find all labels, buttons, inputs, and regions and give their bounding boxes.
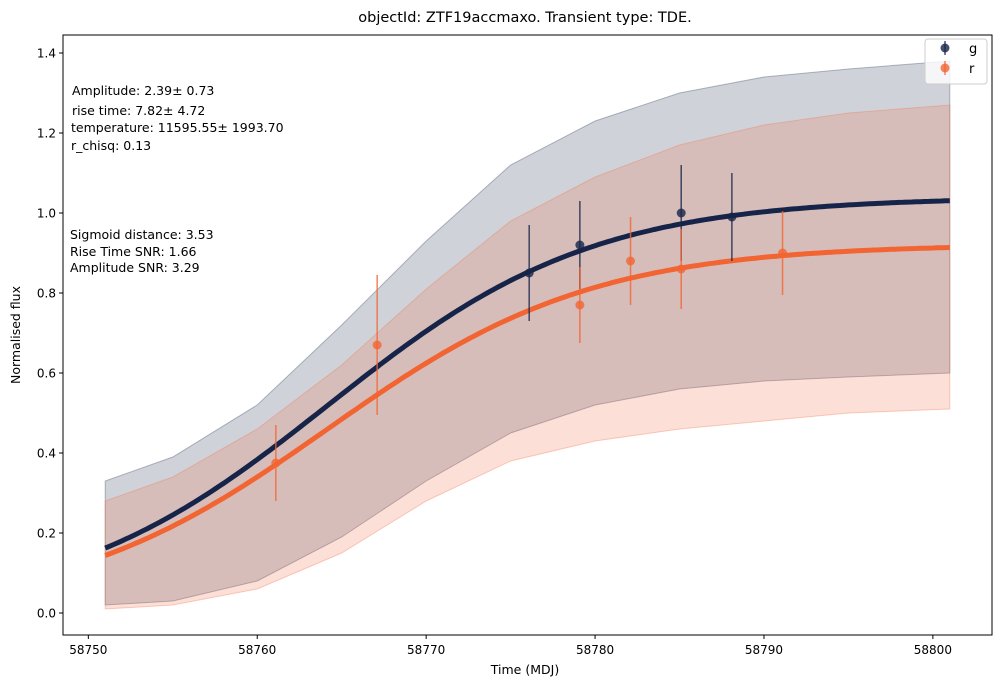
y-tick-label: 0.4 (37, 447, 56, 461)
y-tick-label: 0.2 (37, 527, 56, 541)
x-tick-label: 58770 (407, 643, 445, 657)
legend: gr (924, 38, 988, 85)
data-point-g (727, 212, 737, 222)
legend-box (924, 38, 988, 85)
data-points (271, 165, 788, 501)
r-chisq-text: r_chisq: 0.13 (71, 138, 151, 153)
x-tick-label: 58760 (238, 643, 276, 657)
y-tick-label: 0.8 (37, 287, 56, 301)
data-point-r (575, 300, 585, 310)
legend-label-g: g (969, 42, 977, 57)
band-r (104, 104, 951, 610)
data-point-r (271, 458, 281, 468)
x-tick-label: 58750 (69, 643, 107, 657)
data-point-g (524, 268, 534, 278)
y-axis: 0.0 0.2 0.4 0.6 0.8 1.0 1.2 1.4 (37, 47, 63, 621)
legend-marker-r (940, 63, 950, 73)
data-point-r (626, 256, 636, 266)
fit-curve-r (104, 245, 950, 558)
data-point-g (676, 208, 686, 218)
x-tick-label: 58790 (745, 643, 783, 657)
chart-title: objectId: ZTF19accmaxo. Transient type: … (358, 10, 691, 26)
plot-frame (62, 34, 993, 636)
amplitude-text: Amplitude: 2.39± 0.73 (72, 83, 214, 98)
snr-statistics: Sigmoid distance: 3.53 Rise Time SNR: 1.… (70, 227, 214, 275)
legend-marker-g (940, 43, 950, 53)
y-tick-label: 1.2 (37, 127, 56, 141)
x-tick-label: 58780 (576, 643, 614, 657)
sigmoid-distance-text: Sigmoid distance: 3.53 (70, 227, 214, 242)
band-g (104, 60, 951, 606)
rise-time-snr-text: Rise Time SNR: 1.66 (70, 244, 197, 259)
temperature-text: temperature: 11595.55± 1993.70 (71, 120, 284, 135)
y-tick-label: 0.0 (37, 607, 56, 621)
y-tick-label: 1.4 (37, 47, 56, 61)
legend-label-r: r (969, 62, 975, 77)
rise-time-text: rise time: 7.82± 4.72 (72, 103, 205, 118)
y-tick-label: 0.6 (37, 367, 56, 381)
x-axis: 58750 58760 58770 58780 58790 58800 (69, 635, 952, 657)
data-point-r (778, 248, 788, 258)
amplitude-snr-text: Amplitude SNR: 3.29 (70, 260, 200, 275)
fit-statistics: Amplitude: 2.39± 0.73 rise time: 7.82± 4… (71, 83, 284, 153)
data-point-g (575, 240, 585, 250)
x-axis-label: Time (MDJ) (490, 662, 559, 677)
data-point-r (372, 340, 382, 350)
uncertainty-bands (104, 60, 951, 610)
data-point-r (676, 264, 686, 274)
y-tick-label: 1.0 (37, 207, 56, 221)
y-axis-label: Normalised flux (8, 286, 23, 384)
x-tick-label: 58800 (914, 643, 952, 657)
